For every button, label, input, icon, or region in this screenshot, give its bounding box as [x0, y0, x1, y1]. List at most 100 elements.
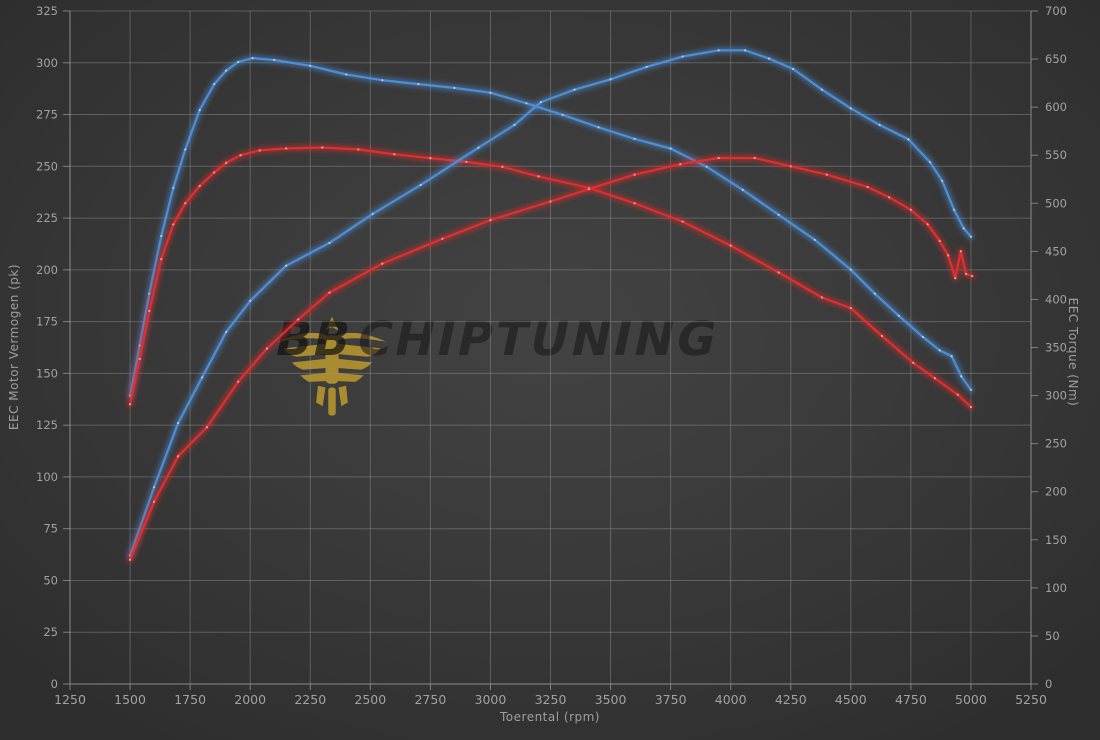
gridlines	[69, 10, 1032, 685]
x-tick-label: 2000	[234, 692, 266, 707]
data-point	[744, 49, 747, 52]
data-point	[950, 355, 953, 358]
series-power-original	[126, 154, 976, 564]
data-point	[525, 102, 528, 105]
data-point	[285, 264, 288, 267]
data-point	[873, 292, 876, 295]
data-point	[953, 208, 956, 211]
data-point	[172, 223, 175, 226]
data-point	[956, 393, 959, 396]
left-axis-title: EEC Motor Vermogen (pk)	[7, 263, 21, 431]
y-left-tick-label: 25	[43, 625, 58, 639]
y-right-tick-label: 50	[1045, 629, 1060, 643]
data-point	[679, 163, 682, 166]
brand-logo-icon	[277, 316, 387, 416]
data-point	[184, 148, 187, 151]
series-power-tuned-line	[129, 49, 972, 557]
y-right-tick-label: 500	[1045, 196, 1067, 210]
x-tick-label: 1500	[114, 692, 146, 707]
y-left-tick-label: 150	[36, 366, 58, 380]
data-point	[381, 79, 384, 82]
x-tick-label: 3250	[535, 692, 567, 707]
data-point	[345, 73, 348, 76]
data-point	[789, 165, 792, 168]
data-point	[417, 82, 420, 86]
x-tick-label: 3000	[475, 692, 507, 707]
data-point	[866, 185, 869, 189]
data-point	[489, 91, 492, 94]
data-point	[729, 244, 732, 247]
data-point	[609, 78, 612, 81]
data-point	[371, 212, 374, 216]
x-tick-label: 5000	[955, 692, 987, 707]
data-point	[328, 241, 331, 245]
data-point	[912, 361, 915, 364]
data-point	[477, 146, 480, 149]
data-point	[813, 238, 816, 241]
x-tick-label: 4250	[775, 692, 807, 707]
data-point	[753, 156, 756, 160]
data-point	[820, 88, 824, 91]
data-point	[225, 161, 228, 165]
data-point	[441, 237, 444, 240]
x-tick-label: 4000	[715, 692, 747, 707]
data-point	[429, 156, 432, 160]
data-point	[201, 376, 204, 379]
data-point	[954, 277, 957, 280]
right-axis-title: EEC Torque (Nm)	[1066, 297, 1080, 407]
data-point	[357, 148, 360, 151]
data-point	[258, 149, 261, 152]
y-right-tick-label: 200	[1045, 485, 1067, 499]
y-left-tick-label: 275	[36, 108, 58, 122]
data-point	[681, 220, 684, 223]
data-point	[969, 235, 973, 238]
data-point	[633, 137, 636, 140]
y-right-tick-label: 400	[1045, 292, 1067, 306]
y-left-tick-label: 125	[36, 418, 58, 432]
x-tick-label: 1250	[54, 692, 86, 707]
data-point	[820, 296, 824, 299]
data-point	[849, 107, 852, 110]
data-point	[213, 82, 216, 86]
data-point	[152, 500, 156, 503]
x-tick-label: 1750	[174, 692, 206, 707]
data-point	[962, 227, 965, 230]
data-point	[501, 165, 504, 168]
data-point	[928, 161, 932, 164]
data-point	[160, 234, 163, 238]
y-left-tick-label: 0	[51, 677, 58, 691]
data-point	[381, 262, 384, 265]
data-point	[969, 406, 973, 409]
data-point	[297, 318, 300, 321]
data-point	[328, 291, 331, 294]
data-point	[849, 306, 852, 310]
data-point	[969, 388, 973, 391]
data-point	[897, 314, 900, 317]
data-point	[419, 183, 422, 187]
data-point	[907, 138, 910, 141]
data-point	[285, 147, 288, 150]
y-left-tick-label: 225	[36, 211, 58, 225]
data-point	[888, 196, 891, 199]
data-point	[965, 272, 968, 276]
data-point	[705, 165, 708, 168]
data-point	[184, 202, 187, 205]
y-right-tick-label: 100	[1045, 581, 1067, 595]
data-point	[597, 126, 600, 129]
y-left-tick-label: 50	[43, 573, 58, 587]
data-point	[453, 86, 456, 90]
data-point	[205, 426, 209, 429]
data-point	[393, 153, 396, 156]
data-point	[172, 186, 175, 190]
y-right-tick-label: 450	[1045, 244, 1067, 258]
data-point	[825, 173, 828, 176]
data-point	[933, 377, 937, 380]
x-tick-label: 4500	[835, 692, 867, 707]
y-right-tick-label: 300	[1045, 389, 1067, 403]
data-point	[465, 160, 468, 164]
data-point	[669, 147, 672, 150]
data-point	[251, 57, 254, 60]
data-point	[513, 123, 516, 126]
data-point	[249, 299, 252, 303]
data-point	[947, 254, 950, 257]
